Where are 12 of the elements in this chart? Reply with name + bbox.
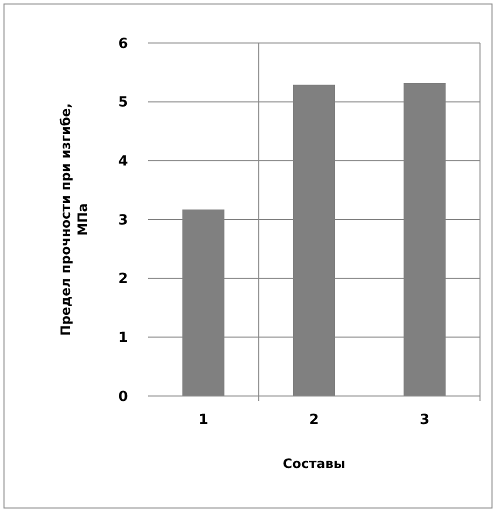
y-tick-label: 0 xyxy=(118,388,128,405)
y-tick-label: 2 xyxy=(118,271,128,288)
x-axis-title: Составы xyxy=(282,457,346,472)
y-tick-label: 1 xyxy=(118,330,128,346)
y-tick-label: 6 xyxy=(118,36,128,52)
x-tick-label: 3 xyxy=(420,412,430,428)
y-axis-title: Предел прочности при изгибе, МПа xyxy=(59,103,91,336)
y-tick-label: 4 xyxy=(118,154,128,170)
x-tick-label: 2 xyxy=(309,412,319,428)
y-tick-label: 5 xyxy=(118,94,128,111)
y-tick-label: 3 xyxy=(118,212,128,228)
x-tick-label: 1 xyxy=(198,412,208,428)
